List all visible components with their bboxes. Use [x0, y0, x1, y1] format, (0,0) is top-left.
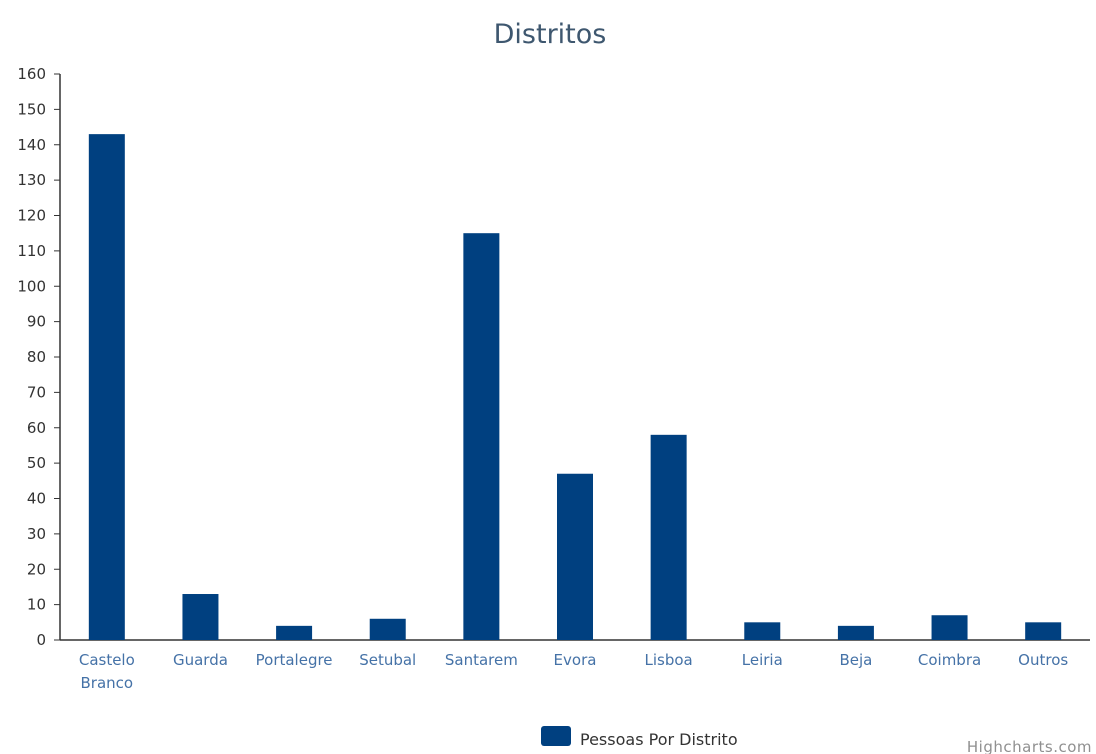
legend-swatch[interactable] — [541, 726, 571, 746]
bar[interactable] — [931, 615, 968, 640]
y-tick-label: 100 — [17, 277, 46, 295]
legend-label[interactable]: Pessoas Por Distrito — [580, 730, 738, 749]
y-tick-label: 90 — [27, 313, 46, 331]
x-tick-label: Santarem — [445, 651, 518, 669]
bar[interactable] — [1025, 622, 1062, 640]
x-tick-label: Outros — [1018, 651, 1068, 669]
y-tick-label: 140 — [17, 136, 46, 154]
y-tick-label: 110 — [17, 242, 46, 260]
y-tick-label: 80 — [27, 348, 46, 366]
x-tick-label: Coimbra — [918, 651, 981, 669]
y-tick-label: 150 — [17, 100, 46, 118]
bar[interactable] — [276, 625, 313, 640]
x-tick-label: Setubal — [359, 651, 416, 669]
bar[interactable] — [837, 625, 874, 640]
bar[interactable] — [88, 134, 125, 640]
x-tick-label: Evora — [554, 651, 597, 669]
y-tick-label: 30 — [27, 525, 46, 543]
bar[interactable] — [744, 622, 781, 640]
x-tick-label: Portalegre — [256, 651, 333, 669]
y-tick-label: 50 — [27, 454, 46, 472]
y-axis: 0 10 20 30 40 50 60 70 80 90 100 110 120 130 140 150 160 — [17, 65, 61, 649]
y-tick-label: 120 — [17, 207, 46, 225]
legend[interactable]: Pessoas Por Distrito — [541, 726, 738, 749]
credits-link[interactable]: Highcharts.com — [967, 738, 1092, 754]
x-tick-label: Guarda — [173, 651, 228, 669]
chart-title: Distritos — [494, 19, 607, 50]
bar[interactable] — [369, 618, 406, 640]
x-tick-label: Beja — [839, 651, 872, 669]
x-tick-label: Leiria — [742, 651, 783, 669]
y-tick-label: 60 — [27, 419, 46, 437]
y-tick-label: 70 — [27, 383, 46, 401]
bar[interactable] — [463, 233, 500, 640]
bar[interactable] — [182, 594, 219, 640]
x-tick-label: Lisboa — [645, 651, 693, 669]
y-tick-label: 160 — [17, 65, 46, 83]
y-tick-label: 20 — [27, 560, 46, 578]
y-tick-label: 40 — [27, 490, 46, 508]
y-tick-label: 0 — [36, 631, 46, 649]
bar[interactable] — [650, 434, 687, 640]
y-tick-label: 10 — [27, 596, 46, 614]
x-axis: Castelo Branco Guarda Portalegre Setubal Sant… — [60, 639, 1090, 692]
x-tick-label: Castelo Branco — [79, 651, 135, 692]
bar-series — [88, 134, 1062, 640]
bar[interactable] — [557, 473, 593, 640]
y-tick-label: 130 — [17, 171, 46, 189]
